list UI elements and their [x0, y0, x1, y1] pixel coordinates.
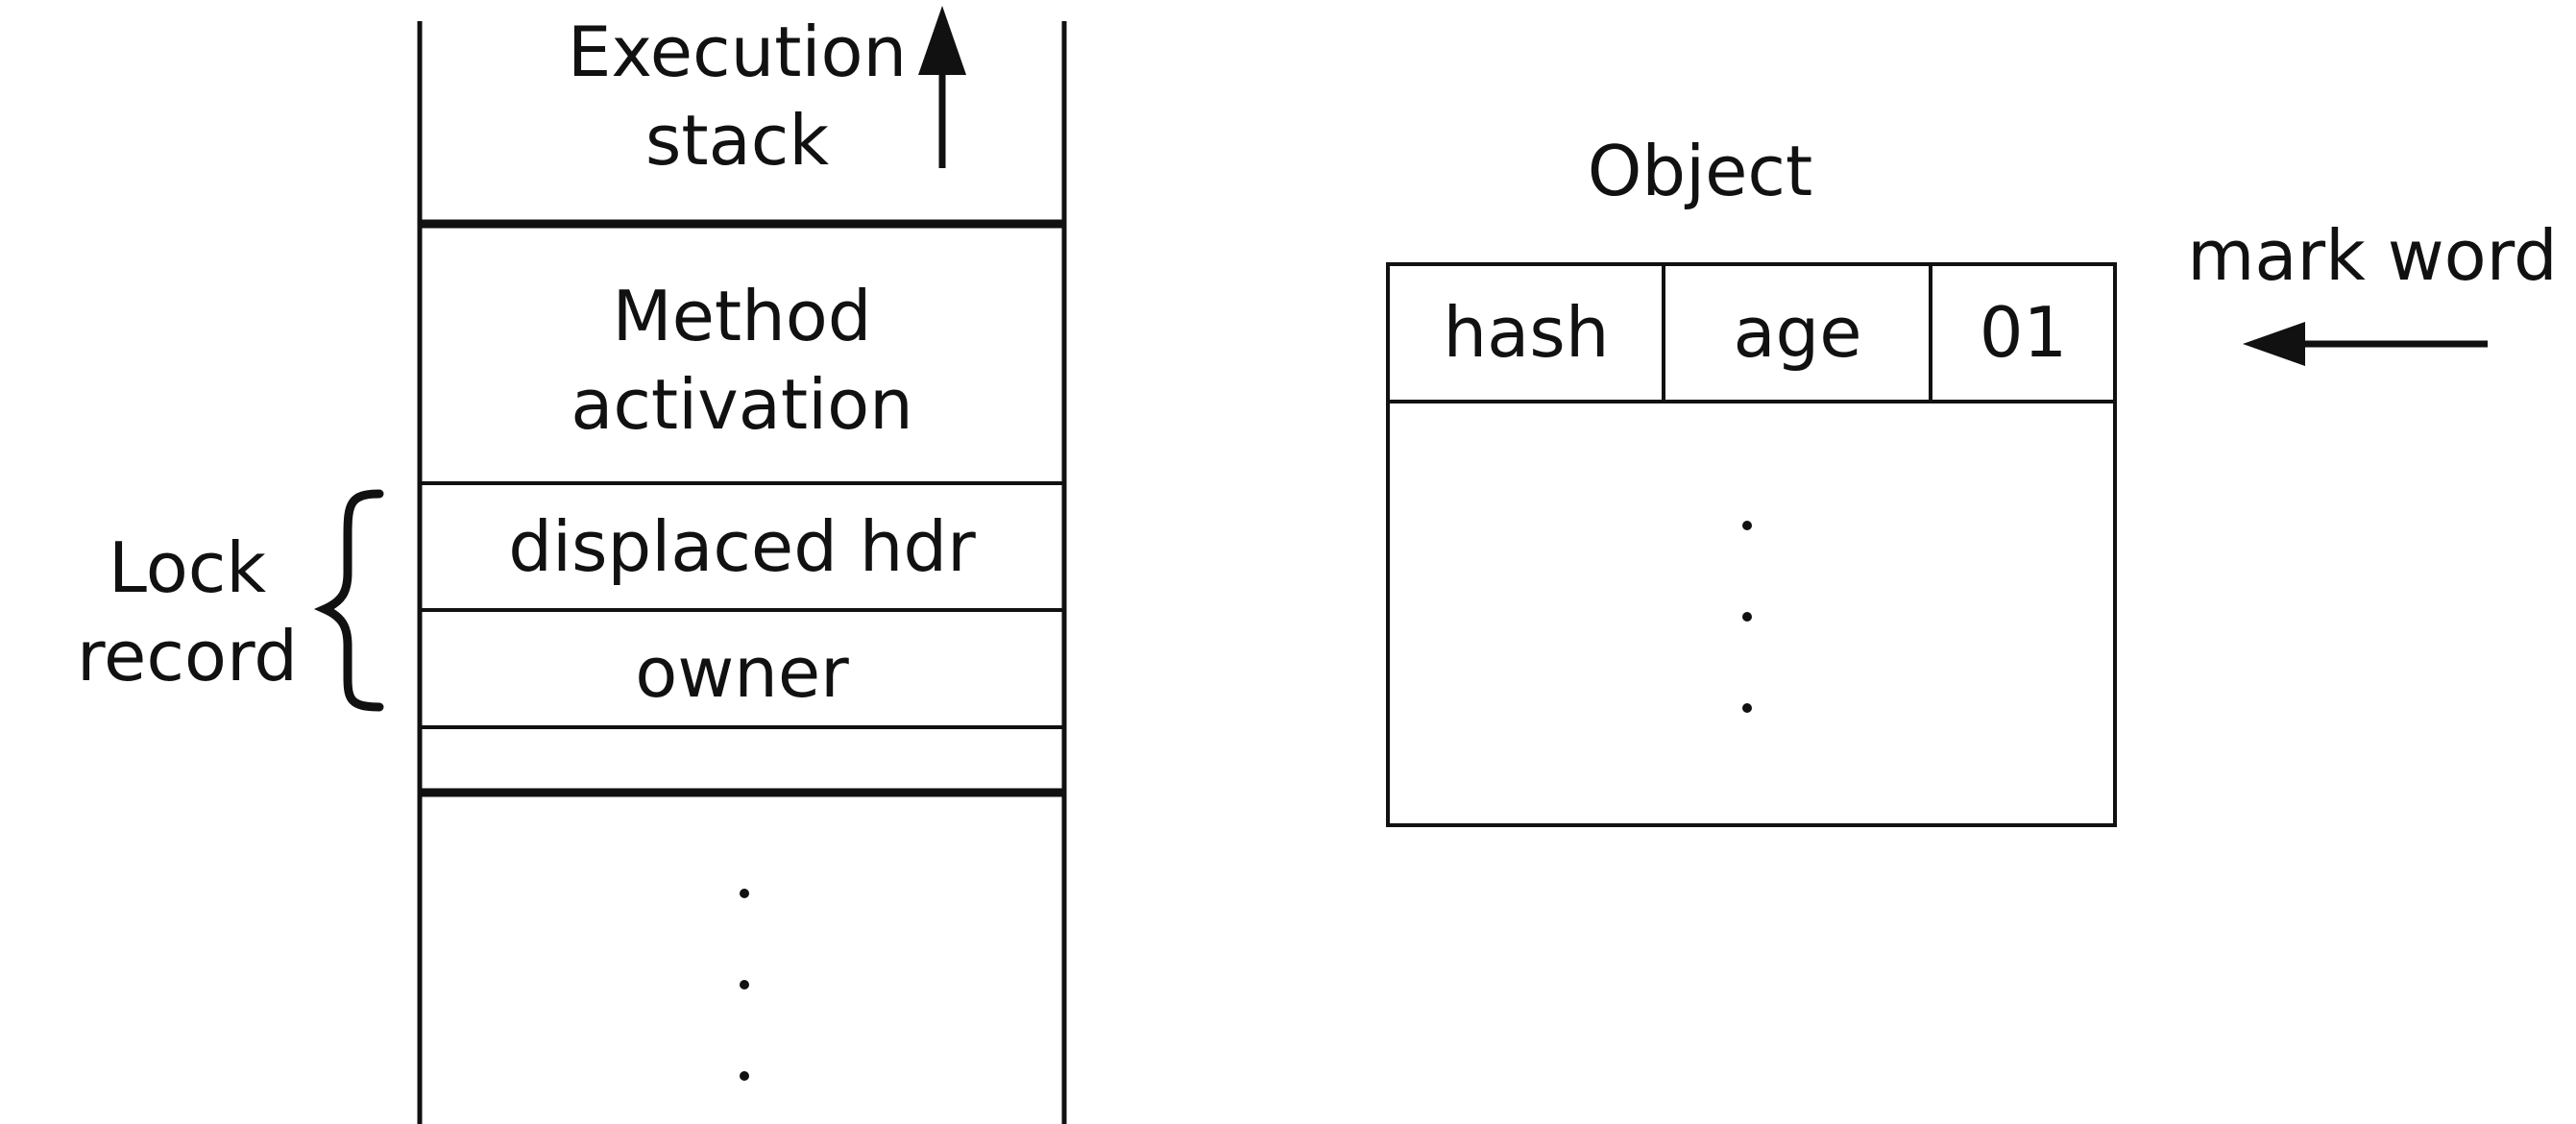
execution-stack-label: Execution stack — [480, 8, 994, 184]
method-activation-label-line1: Method — [612, 276, 872, 356]
execution-stack-label-line2: stack — [644, 100, 830, 181]
stack-ellipsis-dot — [740, 980, 749, 990]
owner-cell: owner — [635, 632, 849, 713]
object-ellipsis-dot — [1742, 703, 1752, 713]
object-field-hash: hash — [1443, 292, 1610, 373]
stack-ellipsis-dot — [740, 889, 749, 898]
stack-ellipsis-dot — [740, 1071, 749, 1081]
method-activation-label-line2: activation — [571, 364, 913, 445]
stack-ellipsis — [736, 889, 755, 1100]
lock-record-label-line2: record — [77, 616, 298, 696]
object-field-lock-bits: 01 — [1979, 292, 2068, 373]
stack-growth-arrow — [918, 6, 966, 168]
mark-word-arrow — [2243, 322, 2488, 366]
method-activation-label: Method activation — [423, 272, 1061, 449]
displaced-hdr-cell: displaced hdr — [508, 506, 976, 587]
execution-stack-label-line1: Execution — [567, 12, 908, 92]
lock-record-label: Lock record — [53, 524, 322, 700]
object-ellipsis-dot — [1742, 612, 1752, 622]
object-ellipsis — [1738, 521, 1758, 722]
lock-record-brace — [313, 489, 384, 712]
object-title: Object — [1587, 131, 1813, 211]
object-ellipsis-dot — [1742, 521, 1752, 530]
object-field-age: age — [1733, 292, 1862, 373]
lock-record-label-line1: Lock — [108, 527, 267, 608]
object-box — [1386, 262, 2117, 827]
mark-word-label: mark word — [2187, 215, 2558, 296]
